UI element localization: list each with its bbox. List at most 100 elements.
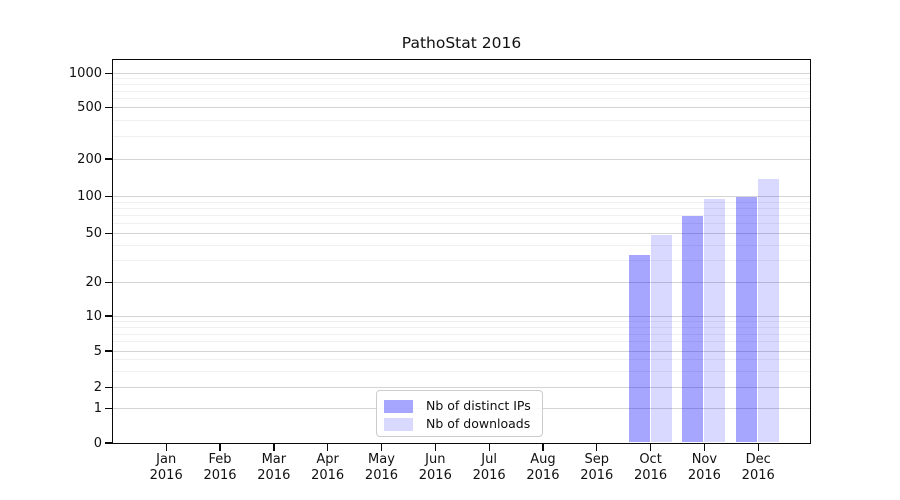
bar-distinct-ips	[628, 255, 650, 443]
x-tick-label-year: 2016	[418, 467, 452, 483]
gridline-major	[112, 196, 810, 198]
y-tick-mark	[105, 315, 112, 317]
legend-swatch-distinct-ips	[384, 399, 413, 413]
x-tick-label: Apr 2016	[288, 452, 368, 483]
gridline-minor	[112, 223, 810, 225]
legend-label-distinct-ips: Nb of distinct IPs	[426, 398, 531, 413]
gridline-minor	[112, 135, 810, 137]
y-tick-label: 2	[93, 379, 102, 395]
y-tick-label: 1	[93, 401, 102, 417]
plot-area	[111, 58, 811, 444]
x-tick-label-month: Jul	[481, 452, 497, 467]
x-tick-label: Mar 2016	[234, 452, 314, 483]
gridline-major	[112, 315, 810, 317]
x-tick-mark	[649, 444, 652, 451]
x-tick-mark	[327, 444, 329, 451]
y-tick-label: 50	[85, 225, 102, 241]
legend-swatch-downloads	[384, 417, 413, 431]
gridline-major	[112, 107, 810, 109]
x-tick-label-month: Sep	[584, 452, 609, 467]
x-tick-mark	[273, 444, 275, 451]
x-tick-label-year: 2016	[580, 467, 614, 483]
gridline-minor	[112, 333, 810, 335]
gridline-minor	[112, 98, 810, 100]
y-tick-label: 100	[77, 189, 102, 205]
chart-title: PathoStat 2016	[401, 34, 522, 52]
x-tick-label-year: 2016	[472, 467, 506, 483]
gridline-minor	[112, 201, 810, 203]
gridline-major	[112, 386, 810, 388]
x-tick-label: Sep 2016	[557, 452, 637, 483]
gridline-minor	[112, 90, 810, 92]
legend-item-downloads: Nb of downloads	[384, 415, 534, 433]
x-tick-label: Jul 2016	[449, 452, 529, 483]
x-tick-label: Oct 2016	[611, 452, 691, 483]
x-tick-mark	[488, 444, 490, 451]
gridline-major	[112, 232, 810, 234]
y-tick-mark	[105, 72, 112, 74]
x-tick-label-year: 2016	[687, 467, 721, 483]
x-tick-label-year: 2016	[311, 467, 345, 483]
gridline-minor	[112, 207, 810, 209]
x-tick-label: Feb 2016	[180, 452, 260, 483]
x-tick-label-year: 2016	[526, 467, 560, 483]
legend-item-distinct-ips: Nb of distinct IPs	[384, 397, 534, 415]
gridline-major	[112, 158, 810, 160]
y-tick-label: 200	[77, 151, 102, 167]
gridline-minor	[112, 260, 810, 262]
y-tick-label: 0	[93, 435, 102, 451]
y-tick-mark	[105, 281, 112, 283]
x-tick-label-year: 2016	[364, 467, 399, 483]
x-tick-label: Jan 2016	[126, 452, 206, 483]
x-tick-label: Jun 2016	[395, 452, 475, 483]
x-tick-label-month: Nov	[691, 452, 718, 467]
x-tick-mark	[757, 444, 759, 451]
x-tick-mark	[219, 444, 221, 451]
gridline-minor	[112, 341, 810, 343]
y-tick-mark	[105, 107, 112, 109]
x-tick-label-year: 2016	[741, 467, 775, 483]
y-tick-mark	[105, 158, 112, 160]
gridline-minor	[112, 320, 810, 322]
x-tick-label-month: Mar	[261, 452, 287, 467]
y-tick-mark	[105, 386, 112, 388]
x-tick-mark	[380, 444, 383, 451]
bar-downloads	[758, 179, 780, 443]
y-tick-mark	[105, 196, 112, 198]
gridline-minor	[112, 119, 810, 121]
gridline-minor	[112, 244, 810, 246]
bar-downloads	[704, 199, 726, 443]
gridline-minor	[112, 370, 810, 372]
x-tick-label: Nov 2016	[664, 452, 744, 483]
x-tick-mark	[703, 444, 706, 451]
x-tick-label-year: 2016	[634, 467, 668, 483]
y-tick-mark	[105, 232, 112, 234]
x-tick-mark	[596, 444, 598, 451]
x-tick-label-year: 2016	[257, 467, 291, 483]
bar-distinct-ips	[682, 215, 704, 443]
x-tick-label-month: Feb	[208, 452, 232, 467]
legend-label-downloads: Nb of downloads	[426, 416, 531, 431]
gridline-minor	[112, 83, 810, 85]
y-tick-label: 500	[77, 100, 102, 116]
bar-distinct-ips	[736, 197, 758, 443]
gridline-minor	[112, 359, 810, 361]
x-tick-label: Dec 2016	[718, 452, 798, 483]
x-tick-label-month: Jun	[425, 452, 446, 467]
gridline-minor	[112, 326, 810, 328]
gridline-major	[112, 281, 810, 283]
gridline-major	[112, 350, 810, 352]
y-tick-label: 5	[93, 343, 102, 359]
x-tick-mark	[434, 444, 436, 451]
bar-downloads	[650, 234, 672, 443]
gridline-minor	[112, 78, 810, 80]
gridline-major	[112, 72, 810, 74]
x-tick-label-year: 2016	[149, 467, 183, 483]
x-tick-label-year: 2016	[203, 467, 237, 483]
y-tick-mark	[105, 442, 112, 444]
y-tick-label: 1000	[68, 65, 102, 81]
x-tick-label-month: Dec	[745, 452, 771, 467]
x-tick-label-month: Aug	[530, 452, 556, 467]
y-tick-label: 20	[85, 274, 102, 290]
